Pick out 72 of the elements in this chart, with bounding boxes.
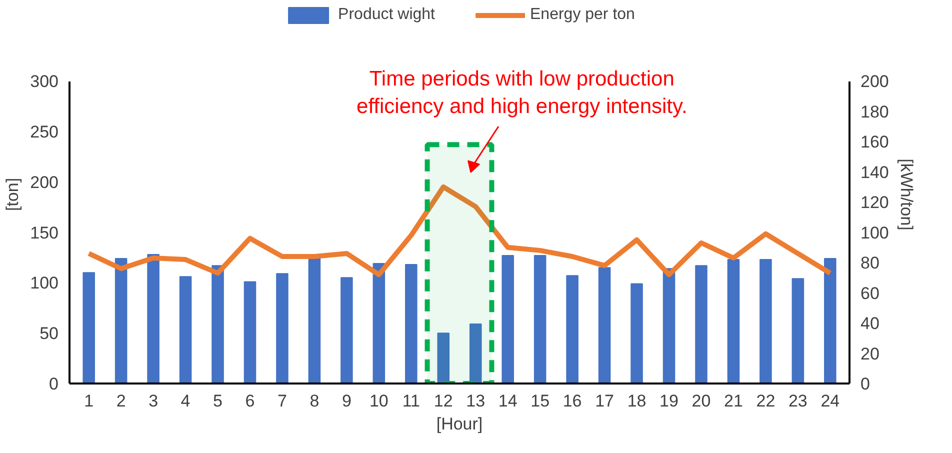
y2-tick-label: 0 (860, 374, 870, 394)
bar (824, 258, 836, 384)
bar (244, 281, 256, 384)
x-tick-label: 15 (530, 392, 550, 410)
bar (566, 275, 578, 384)
x-tick-label: 22 (756, 392, 776, 410)
bar (695, 265, 708, 384)
bar (179, 276, 192, 384)
y2-tick-label: 200 (860, 72, 889, 92)
x-tick-label: 8 (310, 392, 320, 410)
bar (502, 254, 514, 384)
y-tick-label: 100 (30, 274, 59, 293)
x-tick-label: 14 (498, 392, 518, 410)
legend-label: Product wight (338, 6, 435, 24)
x-tick-label: 7 (278, 392, 287, 410)
bar (372, 263, 386, 384)
bar (598, 267, 611, 384)
bar (114, 258, 128, 384)
annotation: Time periods with low production efficiency and high energy intensity. (356, 67, 688, 118)
y2-tick-label: 120 (860, 193, 889, 212)
y-axis-title: [ton] (3, 178, 22, 212)
y2-tick-label: 60 (860, 284, 880, 303)
x-tick-label: 16 (562, 392, 582, 410)
y-tick-label: 250 (30, 122, 59, 142)
bar (340, 277, 353, 384)
x-tick-label: 11 (402, 392, 420, 410)
x-tick-label: 6 (245, 392, 255, 410)
x-tick-label: 3 (148, 392, 158, 410)
x-tick-label: 23 (788, 392, 808, 410)
y2-tick-label: 100 (860, 223, 889, 242)
x-tick-label: 19 (660, 392, 678, 410)
legend-label: Energy per ton (530, 6, 635, 24)
y-tick-label: 200 (30, 172, 59, 192)
x-tick-label: 20 (692, 392, 711, 410)
y-tick-label: 300 (30, 72, 59, 92)
y-tick-label: 150 (30, 223, 59, 242)
bar (212, 265, 224, 384)
bar (792, 278, 804, 384)
x-tick-label: 13 (466, 392, 486, 410)
y2-tick-label: 80 (860, 254, 880, 273)
y-tick-label: 50 (40, 324, 59, 344)
bar (760, 259, 772, 384)
x-tick-label: 1 (84, 392, 94, 410)
x-tick-label: 12 (434, 392, 453, 410)
y-tick-label: 0 (49, 374, 59, 394)
y2-tick-label: 160 (860, 132, 889, 152)
bar (662, 268, 676, 384)
bar (147, 254, 160, 384)
x-tick-label: 9 (342, 392, 352, 410)
bar (437, 332, 450, 384)
bar (82, 272, 95, 384)
bar (630, 283, 643, 384)
bar (308, 258, 321, 384)
x-tick-label: 21 (724, 392, 743, 410)
bar (276, 273, 288, 384)
x-tick-label: 24 (820, 392, 840, 410)
y2-tick-label: 140 (860, 162, 889, 182)
x-tick-label: 18 (627, 392, 646, 410)
y2-axis-title: [kWh/ton] (896, 158, 916, 230)
x-tick-label: 5 (213, 392, 223, 410)
x-tick-label: 2 (116, 392, 126, 410)
bar (534, 254, 546, 384)
x-tick-label: 4 (180, 392, 190, 410)
bar (469, 324, 482, 384)
y2-tick-label: 20 (860, 344, 880, 364)
y2-tick-label: 180 (860, 102, 889, 122)
x-axis-title: [Hour] (436, 414, 483, 434)
x-tick-label: 17 (595, 392, 614, 410)
y2-tick-label: 40 (860, 314, 880, 334)
x-tick-label: 10 (369, 392, 388, 410)
bar (405, 264, 418, 384)
bar (727, 259, 740, 384)
